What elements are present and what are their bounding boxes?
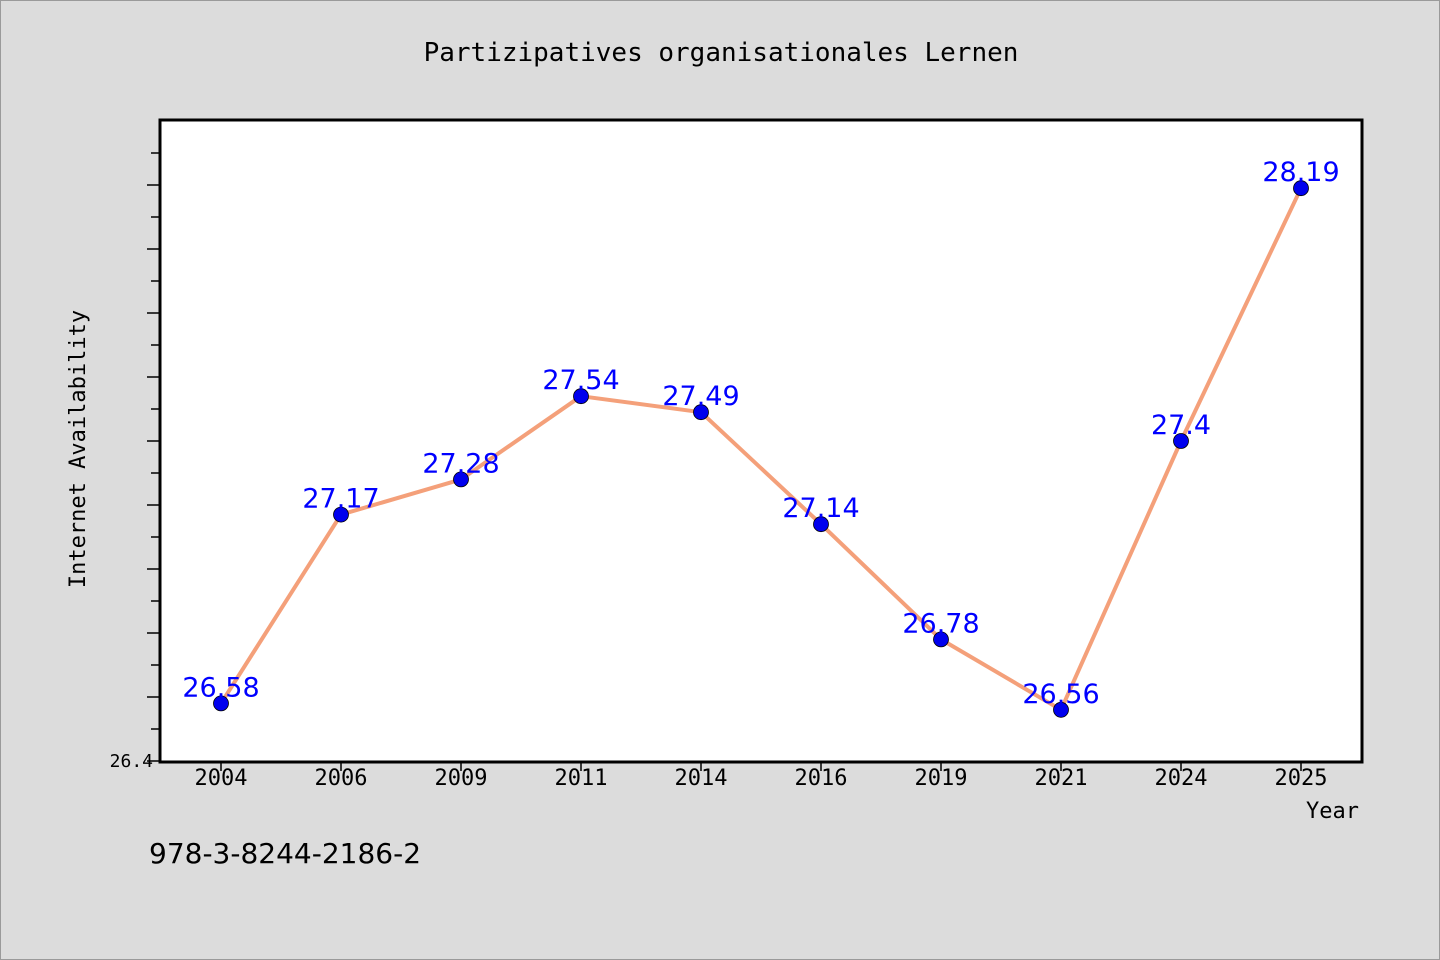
series-line (219, 186, 1303, 712)
x-tick-label: 2006 (315, 766, 368, 791)
data-label: 28.19 (1262, 157, 1339, 188)
plot-area (158, 118, 1364, 764)
x-tick-label: 2025 (1275, 766, 1328, 791)
data-point (1293, 180, 1309, 197)
data-point (693, 404, 709, 421)
data-point (453, 471, 469, 488)
data-markers (213, 180, 1309, 718)
chart-title: Partizipatives organisationales Lernen (424, 38, 1019, 68)
y-axis-ticks (147, 152, 159, 762)
data-label: 27.17 (302, 484, 379, 515)
data-labels: 26.58 27.17 27.28 27.54 27.49 27.14 26.78 26.56… (182, 157, 1339, 710)
data-label: 27.28 (422, 448, 499, 479)
y-axis-label: Internet Availability (66, 310, 91, 588)
x-tick-label: 2014 (675, 766, 728, 791)
data-point (333, 506, 349, 523)
data-label: 26.58 (182, 672, 259, 703)
x-axis-label: Year (1306, 799, 1359, 824)
y-tick-label: 26.4 (110, 751, 153, 772)
data-point (573, 388, 589, 405)
data-label: 27.14 (782, 493, 859, 524)
x-tick-label: 2011 (555, 766, 608, 791)
data-label: 27.49 (662, 381, 739, 412)
data-point (813, 516, 829, 533)
data-label: 27.54 (542, 365, 619, 396)
isbn-label: 978-3-8244-2186-2 (149, 837, 421, 870)
data-label: 27.4 (1151, 410, 1211, 441)
data-point (1053, 701, 1069, 718)
data-point (213, 695, 229, 712)
x-axis-ticks: 2004 2006 2009 2011 2014 2016 2019 2021 2024 2025 (195, 762, 1328, 791)
x-tick-label: 2021 (1035, 766, 1088, 791)
x-tick-label: 2004 (195, 766, 248, 791)
data-point (933, 631, 949, 648)
data-label: 26.56 (1022, 679, 1099, 710)
x-tick-label: 2019 (915, 766, 968, 791)
x-tick-label: 2009 (435, 766, 488, 791)
x-tick-label: 2016 (795, 766, 848, 791)
x-tick-label: 2024 (1155, 766, 1208, 791)
data-label: 26.78 (902, 608, 979, 639)
data-point (1173, 433, 1189, 449)
